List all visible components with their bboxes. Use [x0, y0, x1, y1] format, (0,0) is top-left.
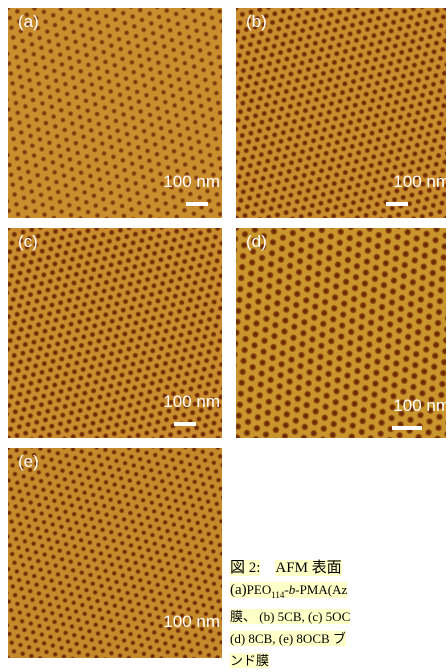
caption-text: ンド膜 — [230, 653, 269, 668]
caption-text: PEO — [247, 582, 272, 597]
afm-panel: (b) 100 nm — [236, 8, 446, 218]
caption-text: -PMA(Az — [295, 582, 347, 597]
panel-label: (e) — [18, 452, 39, 472]
scale-bar — [392, 426, 422, 430]
scale-bar-label: 100 nm — [393, 396, 446, 416]
caption-figure-label: 図 2: — [230, 560, 260, 576]
afm-panel: (d) 100 nm — [236, 228, 446, 438]
afm-panel: (c) 100 nm — [8, 228, 222, 438]
panel-label: (d) — [246, 232, 267, 252]
scale-bar-label: 100 nm — [163, 612, 220, 632]
panel-label: (b) — [246, 12, 267, 32]
panel-label: (c) — [18, 232, 38, 252]
afm-panel: (e) 100 nm — [8, 448, 222, 658]
caption-text: (a) — [230, 582, 247, 598]
figure-caption: 図 2: AFM 表面 (a)PEO114-b-PMA(Az 膜、 (b) 5C… — [230, 557, 446, 672]
scale-bar — [174, 422, 196, 426]
scale-bar-label: 100 nm — [393, 172, 446, 192]
page: {"panels": [ {"label": "(a)", "scale_bar… — [0, 0, 446, 663]
panel-label: (a) — [18, 12, 39, 32]
caption-subscript: 114 — [271, 590, 284, 600]
scale-bar — [386, 202, 408, 206]
scale-bar — [186, 202, 208, 206]
scale-bar-label: 100 nm — [163, 392, 220, 412]
scale-bar-label: 100 nm — [163, 172, 220, 192]
caption-text: 膜、 (b) 5CB, (c) 5OC — [230, 609, 350, 624]
afm-panel: (a) 100 nm — [8, 8, 222, 218]
caption-text: AFM 表面 — [275, 560, 341, 576]
caption-text: (d) 8CB, (e) 8OCB ブ — [230, 631, 346, 646]
